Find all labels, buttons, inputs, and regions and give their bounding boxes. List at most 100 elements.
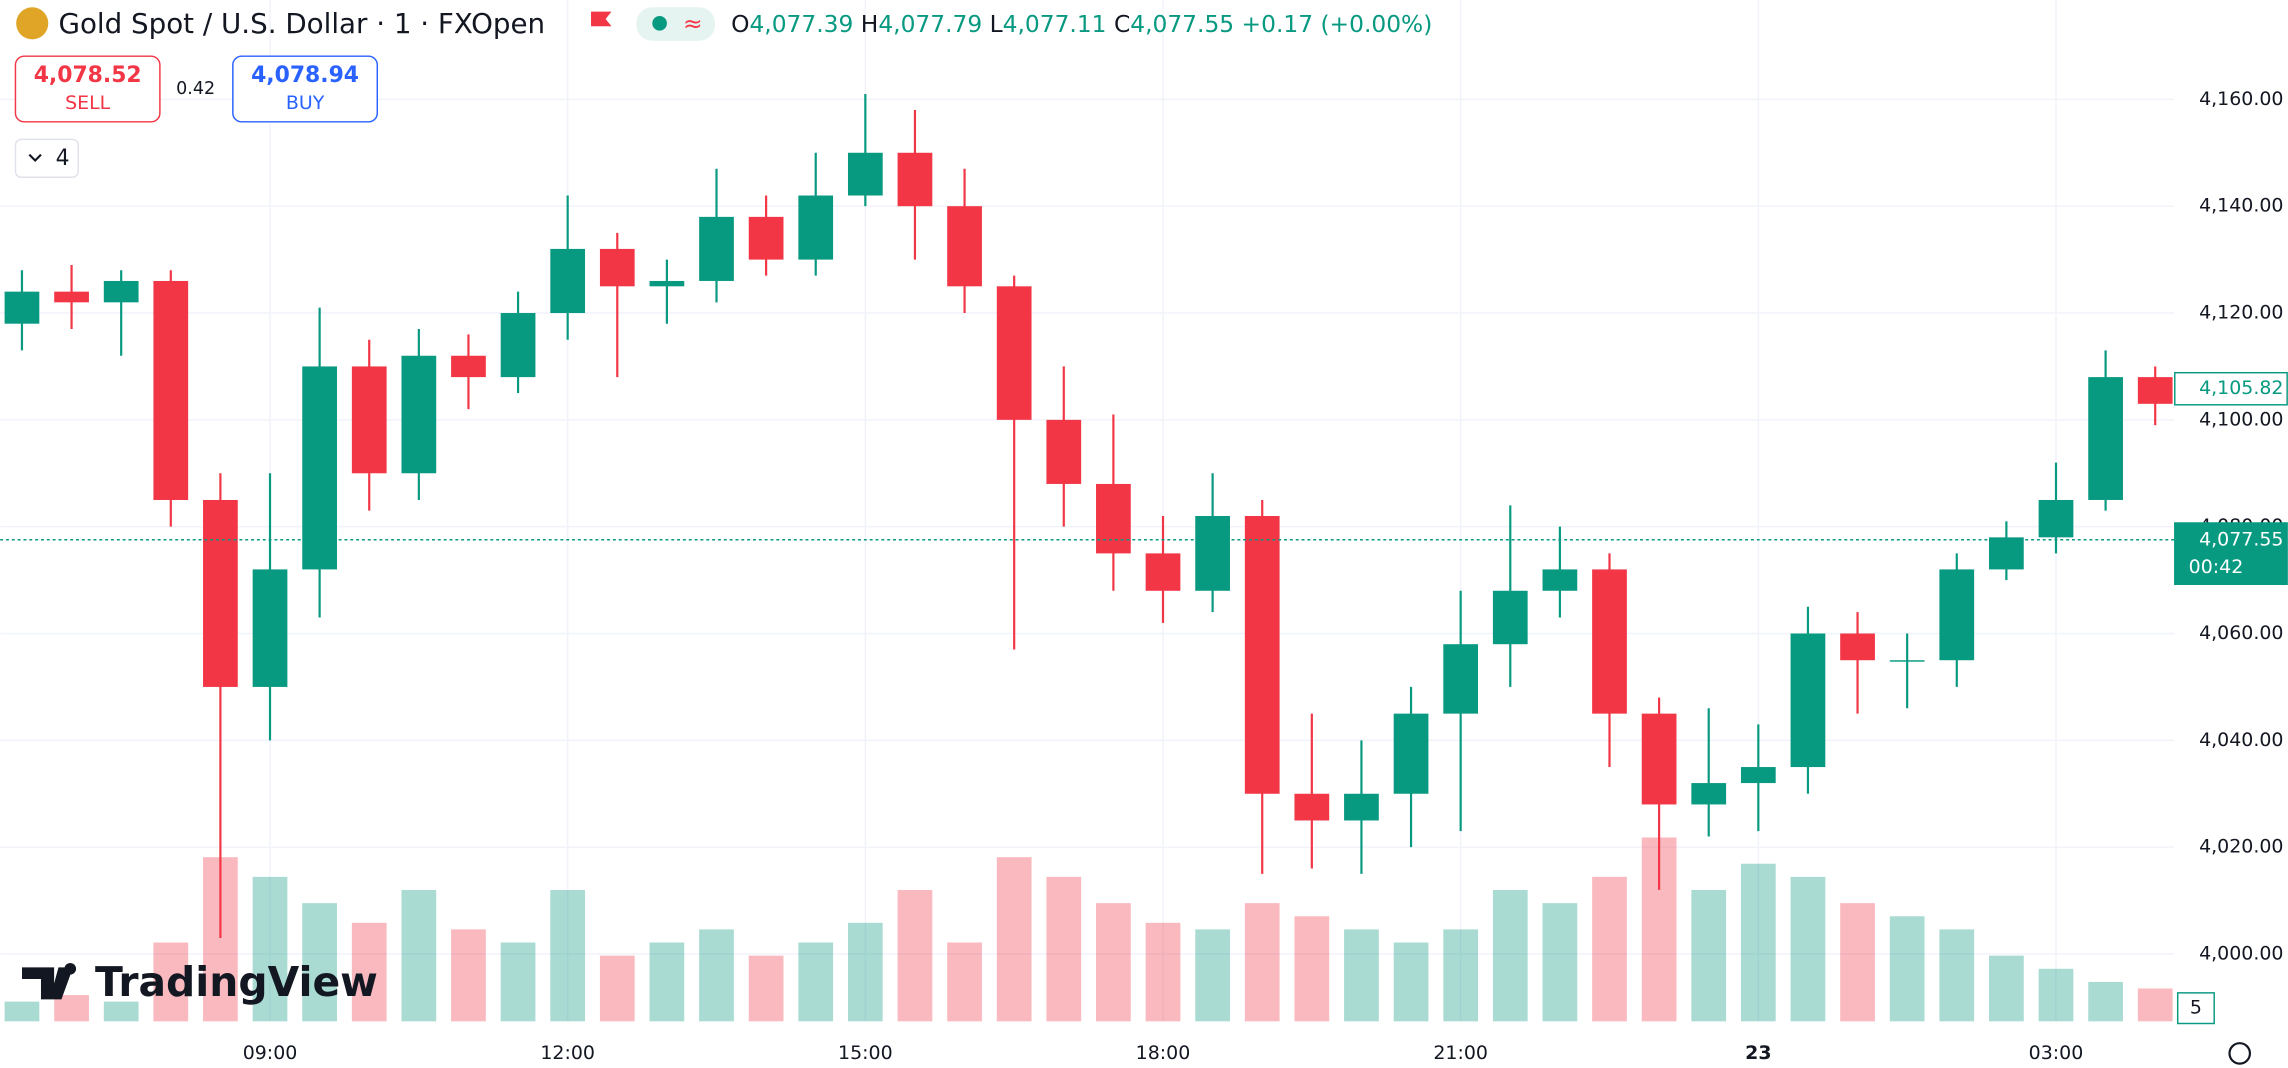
candle-body bbox=[2088, 377, 2123, 500]
brand-logo bbox=[22, 962, 77, 1000]
candle-body bbox=[897, 152, 933, 207]
candle-body bbox=[699, 216, 734, 281]
candle-body bbox=[1592, 569, 1627, 714]
y-tick-label: 4,020.00 bbox=[2199, 836, 2283, 858]
volume-bar bbox=[302, 903, 337, 1022]
candle-body bbox=[500, 313, 536, 378]
sell-price: 4,078.52 bbox=[34, 63, 142, 88]
volume-bar bbox=[699, 929, 734, 1022]
candle-body bbox=[351, 366, 387, 474]
candle-body bbox=[203, 499, 238, 687]
sell-button[interactable] bbox=[14, 55, 161, 123]
y-tick-label: 4,040.00 bbox=[2199, 729, 2283, 751]
sell-label: SELL bbox=[65, 92, 111, 114]
volume-bar bbox=[748, 955, 784, 1022]
volume-bar bbox=[1096, 903, 1131, 1022]
indicator-count: 4 bbox=[56, 146, 70, 171]
candle-body bbox=[1989, 537, 2024, 570]
price-label: 4,077.55 bbox=[2199, 528, 2283, 550]
volume-bar bbox=[947, 942, 982, 1022]
volume-bar bbox=[1592, 876, 1627, 1022]
candle-body bbox=[1244, 515, 1280, 794]
price-label-box bbox=[2174, 371, 2288, 406]
candle-body bbox=[1790, 633, 1826, 768]
candle-body bbox=[550, 248, 586, 314]
candle-body bbox=[1641, 713, 1677, 805]
y-tick-label: 4,060.00 bbox=[2199, 622, 2283, 644]
candle-body bbox=[2038, 499, 2074, 538]
volume-bar bbox=[103, 1001, 139, 1022]
y-tick-label: 4,160.00 bbox=[2199, 88, 2283, 110]
volume-bar bbox=[1145, 922, 1181, 1022]
candle-body bbox=[103, 280, 139, 303]
candle-body bbox=[1393, 713, 1429, 794]
candle-body bbox=[1344, 793, 1379, 821]
candle-body bbox=[54, 291, 89, 303]
candle-body bbox=[4, 291, 40, 324]
spread: 0.42 bbox=[176, 79, 215, 99]
volume-bar bbox=[847, 922, 883, 1022]
x-tick-label: 03:00 bbox=[2029, 1042, 2084, 1064]
volume-bar bbox=[649, 942, 685, 1022]
volume-bar bbox=[1492, 890, 1528, 1022]
change: +0.17 (+0.00%) bbox=[1242, 9, 1433, 37]
volume-bar bbox=[401, 890, 437, 1022]
plot bbox=[0, 94, 2175, 1022]
volume-bar bbox=[252, 876, 288, 1022]
candle-body bbox=[302, 366, 337, 570]
buy-button[interactable] bbox=[232, 55, 379, 123]
candle-body bbox=[599, 248, 635, 287]
status-pill[interactable] bbox=[636, 7, 716, 41]
volume-bar bbox=[2038, 968, 2074, 1022]
candle-body bbox=[252, 569, 288, 687]
indicators-toggle[interactable] bbox=[14, 138, 79, 178]
volume-bar bbox=[996, 857, 1032, 1022]
ohlc-value: 4,077.79 bbox=[878, 9, 982, 37]
flag[interactable] bbox=[591, 11, 612, 27]
delayed-icon: ≈ bbox=[683, 9, 703, 37]
candle-body bbox=[947, 206, 982, 287]
candle-body bbox=[748, 216, 784, 260]
volume-bar bbox=[1344, 929, 1379, 1022]
axes: 4,000.004,020.004,040.004,060.004,080.00… bbox=[243, 88, 2288, 1064]
symbol-title[interactable]: Gold Spot / U.S. Dollar · 1 · FXOpen bbox=[58, 7, 545, 40]
y-tick-label: 4,140.00 bbox=[2199, 195, 2283, 217]
volume-bar bbox=[1244, 903, 1280, 1022]
volume-bar bbox=[1443, 929, 1479, 1022]
volume-label: 5 bbox=[2190, 997, 2202, 1019]
candle-body bbox=[1691, 783, 1727, 805]
candle-body bbox=[847, 152, 883, 196]
volume-bar bbox=[1393, 942, 1429, 1022]
volume-bar bbox=[500, 942, 536, 1022]
candle-body bbox=[153, 280, 189, 500]
candle-body bbox=[1294, 793, 1330, 821]
volume-bar bbox=[153, 942, 189, 1022]
volume-bar bbox=[451, 929, 486, 1022]
candle-body bbox=[1492, 590, 1528, 645]
volume-bar bbox=[897, 890, 933, 1022]
volume-bar bbox=[1740, 863, 1776, 1022]
candle-body bbox=[1145, 553, 1181, 591]
candle-body bbox=[451, 355, 486, 378]
candle-body bbox=[1939, 569, 1975, 661]
volume-label-box bbox=[2176, 992, 2215, 1025]
volume-bar bbox=[1046, 876, 1082, 1022]
price-label: 4,105.82 bbox=[2199, 377, 2283, 399]
volume-bar bbox=[351, 922, 387, 1022]
candle-body bbox=[1195, 515, 1230, 591]
candle-body bbox=[1443, 644, 1479, 714]
y-tick-label: 4,100.00 bbox=[2199, 408, 2283, 430]
volume-bar bbox=[550, 890, 586, 1022]
volume-bar bbox=[1691, 890, 1727, 1022]
volume-bar bbox=[4, 1001, 40, 1022]
x-tick-label: 23 bbox=[1745, 1042, 1771, 1064]
market-open bbox=[652, 16, 667, 31]
candle-body bbox=[1889, 660, 1925, 662]
candle-body bbox=[2137, 377, 2173, 404]
volume-bar bbox=[1889, 916, 1925, 1022]
y-tick-label: 4,000.00 bbox=[2199, 943, 2283, 965]
settings[interactable] bbox=[2228, 1042, 2252, 1065]
x-tick-label: 12:00 bbox=[540, 1042, 595, 1064]
volume-bar bbox=[1542, 903, 1578, 1022]
